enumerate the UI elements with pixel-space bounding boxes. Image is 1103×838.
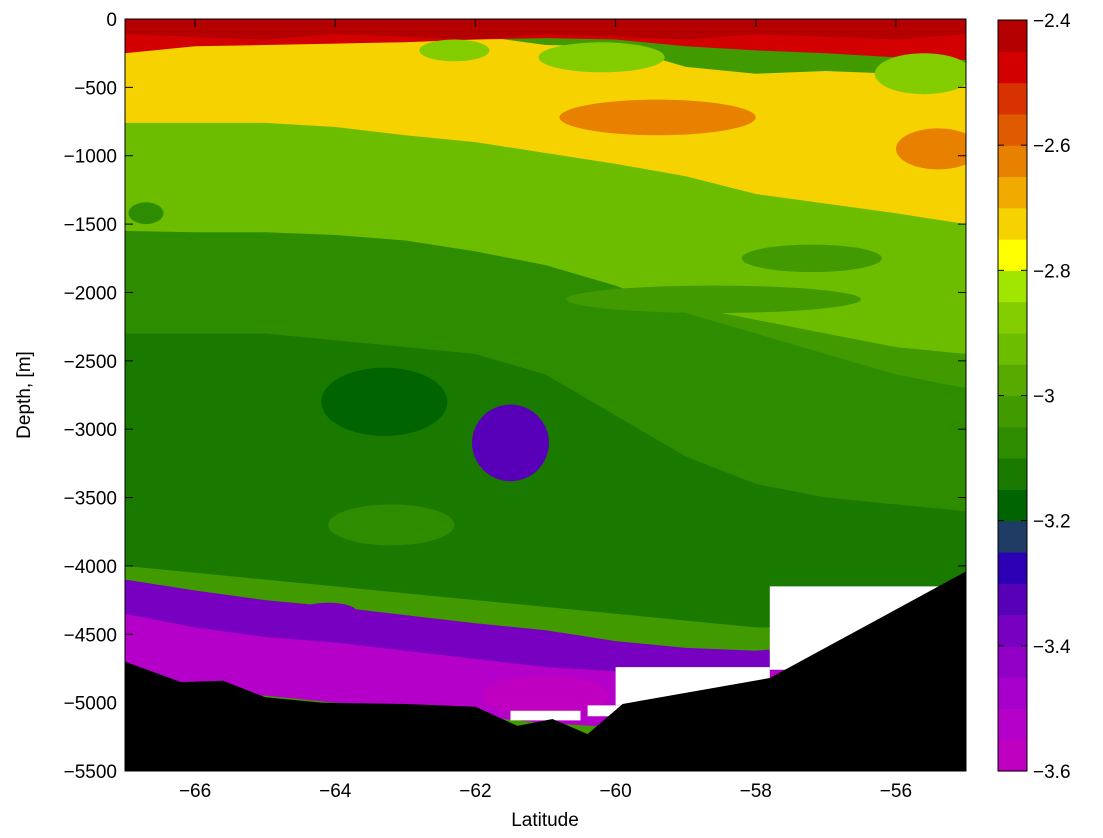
contour-patch-10 xyxy=(328,504,455,546)
y-tick-label: −500 xyxy=(74,78,117,99)
colorbar-swatch-9 xyxy=(998,458,1027,490)
contour-band-6 xyxy=(125,32,966,225)
y-tick-label: −4500 xyxy=(64,625,117,646)
y-tick-label: −2500 xyxy=(64,352,117,373)
colorbar-swatch-3 xyxy=(998,645,1027,678)
colorbar-swatch-20 xyxy=(998,113,1027,146)
colorbar-swatch-17 xyxy=(998,207,1027,240)
x-axis-label: Latitude xyxy=(511,810,579,831)
x-axis: −66 −64 −62 −60 −58 −56 xyxy=(179,19,912,802)
x-tick-label: −66 xyxy=(179,781,211,802)
y-axis: 0 −500 −1000 −1500 −2000 −2500 −3000 −3500 −4000… xyxy=(64,10,966,783)
contour-patch-8 xyxy=(128,202,164,225)
colorbar-swatch-13 xyxy=(998,332,1027,365)
x-tick-label: −62 xyxy=(459,781,491,802)
colorbar-swatch-18 xyxy=(998,176,1027,209)
colorbar-swatch-11 xyxy=(998,395,1027,428)
plot-frame xyxy=(124,18,967,772)
colorbar-swatch-2 xyxy=(998,677,1027,710)
contour-patch-12 xyxy=(482,676,609,715)
colorbar-swatch-7 xyxy=(998,520,1027,553)
contour-patch-1 xyxy=(538,42,665,73)
contour-patch-0 xyxy=(472,404,549,482)
colorbar-tick-label: −3.2 xyxy=(1033,512,1071,533)
y-axis-label: Depth, [m] xyxy=(14,351,35,439)
y-tick-label: −2000 xyxy=(64,283,117,304)
contour-patch-3 xyxy=(874,53,966,95)
y-tick-label: −5000 xyxy=(64,694,117,715)
missing-data-region-2 xyxy=(510,710,581,721)
colorbar-swatch-0 xyxy=(998,739,1027,772)
y-tick-label: 0 xyxy=(106,10,117,31)
colorbar-swatch-12 xyxy=(998,364,1027,397)
colorbar-tick-label: −2.8 xyxy=(1033,261,1071,282)
colorbar-tick-label: −2.4 xyxy=(1033,11,1071,32)
colorbar-swatch-6 xyxy=(998,551,1027,584)
contour-patch-5 xyxy=(896,128,966,170)
y-tick-label: −1000 xyxy=(64,147,117,168)
y-tick-label: −3000 xyxy=(64,420,117,441)
colorbar-swatch-15 xyxy=(998,270,1027,303)
seafloor-bathymetry xyxy=(125,571,966,771)
colorbar-swatch-10 xyxy=(998,426,1027,459)
y-tick-label: −3500 xyxy=(64,489,117,510)
colorbar-swatch-1 xyxy=(998,708,1027,741)
colorbar-swatch-19 xyxy=(998,145,1027,178)
contour-patch-4 xyxy=(559,99,756,136)
colorbar-tick-label: −3 xyxy=(1033,387,1055,408)
x-tick-label: −56 xyxy=(880,781,912,802)
colorbar-swatch-21 xyxy=(998,82,1027,115)
contour-band-3 xyxy=(125,579,966,676)
colorbar-swatch-23 xyxy=(998,20,1027,52)
y-tick-label: −4000 xyxy=(64,557,117,578)
contour-patch-11 xyxy=(300,602,357,620)
colorbar-swatch-5 xyxy=(998,583,1027,616)
contour-patch-7 xyxy=(566,285,861,313)
x-tick-label: −64 xyxy=(319,781,352,802)
colorbar-swatch-4 xyxy=(998,614,1027,647)
contour-patch-9 xyxy=(321,367,448,436)
contour-patch-2 xyxy=(419,39,490,62)
colorbar-swatch-14 xyxy=(998,301,1027,334)
colorbar-tick-label: −2.6 xyxy=(1033,136,1071,157)
plot-area xyxy=(125,19,966,771)
colorbar-swatch-16 xyxy=(998,239,1027,271)
contour-patch-6 xyxy=(741,244,882,272)
colorbar-tick-label: −3.4 xyxy=(1033,637,1071,658)
y-tick-label: −5500 xyxy=(64,762,117,783)
colorbar-swatch-8 xyxy=(998,489,1027,522)
y-tick-label: −1500 xyxy=(64,215,117,236)
colorbar: −2.4 −2.6 −2.8 −3 −3.2 −3.4 −3.6 xyxy=(997,11,1071,783)
colorbar-swatch-22 xyxy=(998,51,1027,84)
colorbar-tick-label: −3.6 xyxy=(1033,762,1071,783)
x-tick-label: −60 xyxy=(599,781,631,802)
x-tick-label: −58 xyxy=(740,781,772,802)
